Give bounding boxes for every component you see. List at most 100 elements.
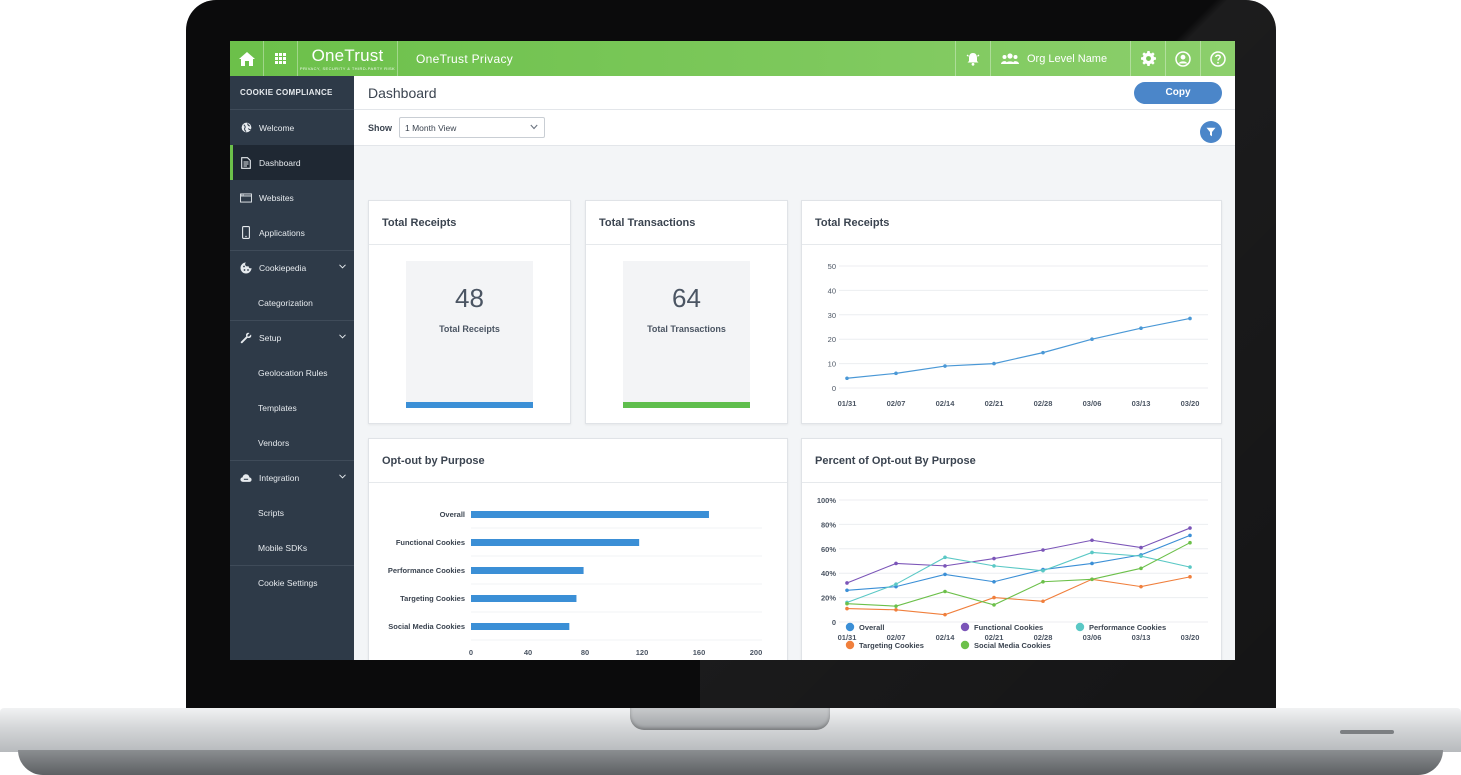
- total-transactions-card: Total Transactions 64 Total Transactions: [585, 200, 788, 424]
- x-tick-label: 03/20: [1181, 633, 1200, 642]
- data-point: [992, 595, 996, 600]
- data-point: [1041, 568, 1045, 573]
- chevron-down-icon: [339, 334, 346, 339]
- legend-label: Performance Cookies: [1089, 623, 1166, 632]
- sidebar: COOKIE COMPLIANCE Welcome Dashboard Webs…: [230, 76, 354, 660]
- x-tick-label: 40: [524, 648, 532, 657]
- category-label: Performance Cookies: [388, 566, 465, 575]
- data-point: [1139, 566, 1143, 571]
- data-point: [992, 603, 996, 607]
- sidebar-item-label: Integration: [259, 473, 300, 483]
- app-grid-button[interactable]: [264, 41, 298, 76]
- data-point: [845, 581, 849, 585]
- help-button[interactable]: [1200, 41, 1235, 76]
- x-tick-label: 03/13: [1132, 633, 1151, 642]
- view-select-value: 1 Month View: [405, 122, 457, 133]
- stat-value: 48: [455, 283, 484, 313]
- receipts-line-chart: 0 10 20 30 40 50 01/31 02/07 02/14 02/21 02/28 03/0…: [828, 262, 1208, 408]
- data-point: [1139, 554, 1143, 558]
- data-point: [943, 572, 947, 577]
- y-tick-label: 20: [828, 335, 836, 344]
- sidebar-item-dashboard[interactable]: Dashboard: [230, 145, 354, 180]
- percent-optout-line-chart: 0 20% 40% 60% 80% 100% 01/31 02/07 02/14 02/21 02/…: [817, 496, 1208, 650]
- logo-tagline: PRIVACY, SECURITY & THIRD-PARTY RISK: [299, 65, 396, 71]
- filter-button[interactable]: [1200, 121, 1222, 143]
- sidebar-item-cookiepedia[interactable]: Cookiepedia: [230, 250, 354, 285]
- browser-icon: [240, 192, 252, 203]
- receipts-trend-card: Total Receipts 0 10 20 30 40 50 01/31 02/07 02/1…: [801, 200, 1222, 424]
- y-tick-label: 50: [828, 262, 836, 271]
- sidebar-item-vendors[interactable]: Vendors: [258, 437, 290, 448]
- stat-label: Total Transactions: [647, 324, 726, 334]
- bar: [471, 623, 570, 630]
- data-point: [894, 608, 898, 612]
- data-point: [943, 589, 947, 594]
- stat-box: 64 Total Transactions: [623, 261, 750, 408]
- home-button[interactable]: [230, 41, 264, 76]
- sidebar-item-label: Welcome: [259, 122, 295, 133]
- data-point: [1188, 316, 1192, 321]
- grid-icon: [275, 53, 286, 64]
- y-tick-label: 20%: [821, 594, 836, 603]
- data-point: [845, 588, 849, 593]
- sidebar-item-setup[interactable]: Setup: [230, 320, 354, 355]
- data-point: [894, 371, 898, 376]
- sidebar-item-scripts[interactable]: Scripts: [258, 507, 284, 518]
- x-tick-label: 03/20: [1181, 399, 1200, 408]
- profile-button[interactable]: [1165, 41, 1200, 76]
- x-tick-label: 03/06: [1083, 399, 1102, 408]
- y-tick-label: 40: [828, 286, 836, 295]
- series-line: [846, 542, 1191, 607]
- x-tick-label: 0: [469, 648, 473, 657]
- data-point: [943, 364, 947, 368]
- copy-button[interactable]: Copy: [1134, 81, 1222, 104]
- onetrust-logo[interactable]: OneTrust PRIVACY, SECURITY & THIRD-PARTY…: [298, 41, 398, 76]
- sidebar-item-templates[interactable]: Templates: [258, 402, 297, 413]
- notifications-button[interactable]: [955, 41, 990, 76]
- sidebar-item-integration[interactable]: Integration: [230, 460, 354, 495]
- sidebar-item-categorization[interactable]: Categorization: [258, 297, 313, 308]
- sidebar-item-mobile-sdks[interactable]: Mobile SDKs: [258, 542, 308, 553]
- sidebar-item-welcome[interactable]: Welcome: [230, 110, 354, 145]
- chevron-down-icon: [339, 474, 346, 479]
- data-point: [894, 561, 898, 566]
- x-tick-label: 02/14: [936, 633, 956, 642]
- stat-label: Total Receipts: [439, 324, 500, 334]
- org-selector[interactable]: Org Level Name: [990, 41, 1130, 76]
- sidebar-item-cookie-settings[interactable]: Cookie Settings: [230, 565, 354, 600]
- x-tick-label: 02/07: [887, 399, 906, 408]
- laptop-base-bottom: [18, 750, 1443, 775]
- y-tick-label: 40%: [821, 569, 836, 578]
- data-point: [943, 555, 947, 560]
- data-point: [943, 612, 947, 617]
- legend-marker: [960, 622, 970, 632]
- sidebar-item-applications[interactable]: Applications: [230, 215, 354, 250]
- sidebar-header: COOKIE COMPLIANCE: [230, 76, 354, 110]
- data-point: [1188, 575, 1192, 579]
- sidebar-item-websites[interactable]: Websites: [230, 180, 354, 215]
- settings-button[interactable]: [1130, 41, 1165, 76]
- sidebar-item-label: Websites: [259, 192, 294, 203]
- sidebar-item-geolocation-rules[interactable]: Geolocation Rules: [258, 367, 328, 378]
- y-tick-label: 0: [832, 384, 836, 393]
- data-point: [1041, 599, 1045, 604]
- legend-marker: [960, 640, 970, 650]
- data-point: [845, 376, 849, 381]
- app-screen: OneTrust PRIVACY, SECURITY & THIRD-PARTY…: [230, 41, 1235, 660]
- view-select[interactable]: 1 Month View: [399, 117, 545, 138]
- help-icon: [1210, 50, 1226, 67]
- category-label: Targeting Cookies: [400, 594, 465, 603]
- chevron-down-icon: [530, 124, 538, 130]
- x-tick-label: 80: [581, 648, 589, 657]
- x-tick-label: 160: [693, 648, 706, 657]
- data-point: [1041, 548, 1045, 552]
- app-title: OneTrust Privacy: [416, 51, 514, 66]
- data-point: [1188, 540, 1192, 545]
- category-label: Overall: [440, 510, 465, 519]
- phone-icon: [242, 226, 250, 239]
- bell-icon: [966, 52, 980, 66]
- card-title: Total Transactions: [586, 201, 787, 245]
- x-tick-label: 200: [750, 648, 763, 657]
- card-title: Opt-out by Purpose: [369, 439, 787, 483]
- sidebar-item-label: Applications: [259, 227, 305, 238]
